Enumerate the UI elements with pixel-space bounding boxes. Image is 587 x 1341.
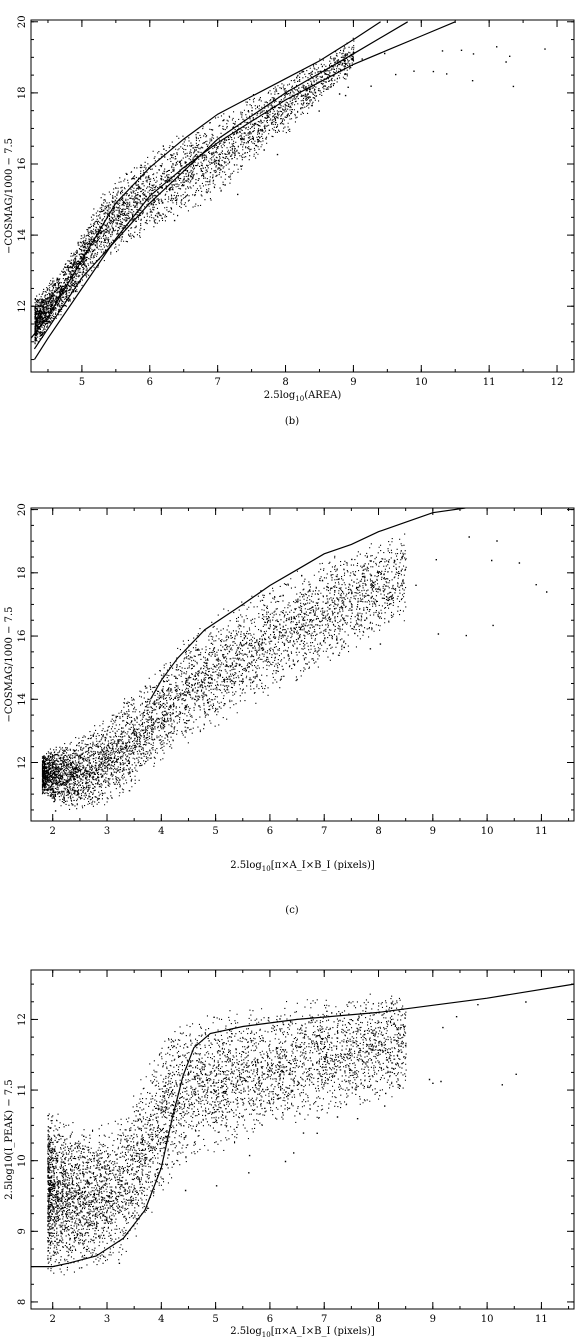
x-tick-label: 5 xyxy=(212,1314,218,1325)
x-tick-label: 5 xyxy=(79,377,85,388)
x-tick-label: 6 xyxy=(147,377,153,388)
y-tick-label: 10 xyxy=(17,1154,28,1167)
plot-frame xyxy=(30,969,575,1310)
x-axis-title: 2.5log10(AREA) xyxy=(264,390,342,403)
x-tick-label: 2 xyxy=(50,826,56,837)
x-tick-label: 7 xyxy=(321,1314,327,1325)
chart-panel-top: 5 6 7 8 9 10 11 12 12 14 16 18 20 2.5log10(AREA) −COSM… xyxy=(4,15,575,403)
x-tick-label: 8 xyxy=(375,1314,381,1325)
series-line-1 xyxy=(31,21,381,339)
y-tick-label: 12 xyxy=(17,300,28,313)
plot-frame xyxy=(30,19,575,373)
x-tick-label: 8 xyxy=(282,377,288,388)
x-axis-title: 2.5log10[π×A_I×B_I (pixels)] xyxy=(230,860,375,873)
x-tick-label: 7 xyxy=(321,826,327,837)
x-tick-label: 11 xyxy=(535,826,548,837)
x-tick-label: 10 xyxy=(481,826,494,837)
x-tick-label: 10 xyxy=(481,1314,494,1325)
scatter-points xyxy=(34,37,546,347)
x-tick-label: 5 xyxy=(212,826,218,837)
y-tick-label: 11 xyxy=(17,1084,28,1097)
y-axis-title: −COSMAG/1000 − 7.5 xyxy=(4,138,15,254)
y-tick-label: 20 xyxy=(17,15,28,28)
series-line-1 xyxy=(31,983,574,1268)
x-tick-label: 3 xyxy=(104,826,110,837)
scatter-points xyxy=(47,993,527,1276)
x-tick-label: 12 xyxy=(551,377,564,388)
x-tick-label: 9 xyxy=(430,1314,436,1325)
plot-data xyxy=(31,21,546,360)
y-tick-label: 14 xyxy=(17,693,28,706)
x-tick-label: 3 xyxy=(104,1314,110,1325)
x-tick-label: 11 xyxy=(535,1314,548,1325)
y-tick-label: 12 xyxy=(17,1013,28,1026)
scatter-points xyxy=(41,533,548,812)
series-line-1 xyxy=(149,508,466,700)
x-tick-label: 9 xyxy=(350,377,356,388)
y-tick-label: 18 xyxy=(17,566,28,579)
y-tick-label: 14 xyxy=(17,229,28,242)
x-tick-label: 6 xyxy=(267,826,273,837)
plot-data xyxy=(31,983,574,1276)
panel-label-b: (b) xyxy=(285,416,299,427)
x-tick-label: 10 xyxy=(415,377,428,388)
y-tick-label: 12 xyxy=(17,756,28,769)
y-tick-label: 16 xyxy=(17,158,28,171)
x-tick-label: 4 xyxy=(158,826,164,837)
x-tick-label: 2 xyxy=(50,1314,56,1325)
x-tick-label: 11 xyxy=(483,377,496,388)
chart-panel-middle: 2 3 4 5 6 7 8 9 10 11 12 14 16 18 20 2.5log10[π×A_I×B_I… xyxy=(4,503,575,873)
x-tick-label: 6 xyxy=(267,1314,273,1325)
y-tick-label: 18 xyxy=(17,87,28,100)
chart-panel-bottom: 2 3 4 5 6 7 8 9 10 11 8 9 10 11 12 2.5log10[π×A_I×B_I (… xyxy=(4,969,575,1339)
y-tick-label: 9 xyxy=(17,1228,28,1234)
series-line-2 xyxy=(33,21,456,360)
y-axis-title: 2.5log10(I_PEAK) − 7.5 xyxy=(4,1079,15,1199)
plot-data xyxy=(41,508,548,812)
y-tick-label: 16 xyxy=(17,630,28,643)
x-tick-label: 9 xyxy=(430,826,436,837)
x-axis-title: 2.5log10[π×A_I×B_I (pixels)] xyxy=(230,1326,375,1339)
plot-frame xyxy=(30,507,575,822)
x-tick-label: 8 xyxy=(375,826,381,837)
x-tick-label: 4 xyxy=(158,1314,164,1325)
series-line-3 xyxy=(33,21,409,350)
x-tick-label: 7 xyxy=(214,377,220,388)
panel-label-c: (c) xyxy=(285,905,299,916)
y-tick-label: 8 xyxy=(17,1299,28,1305)
y-axis-title: −COSMAG/1000 − 7.5 xyxy=(4,607,15,723)
y-tick-label: 20 xyxy=(17,503,28,516)
